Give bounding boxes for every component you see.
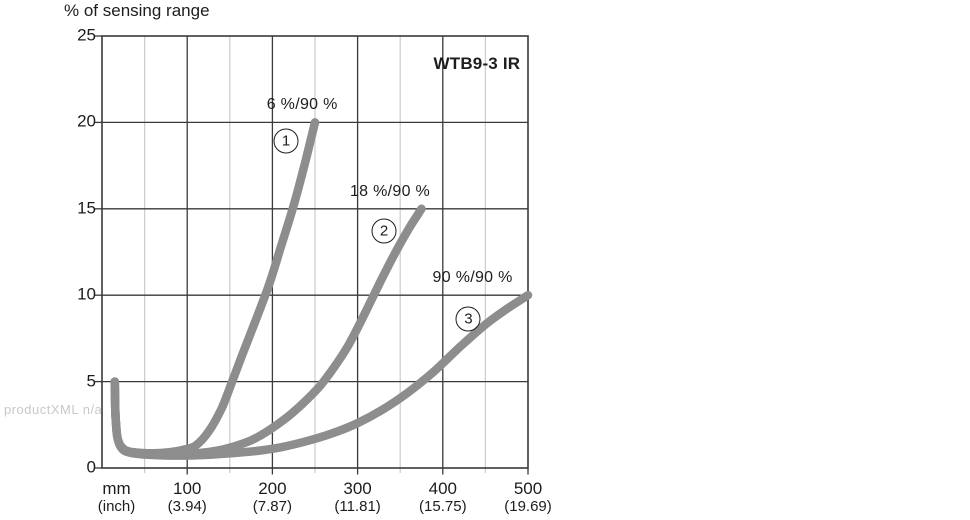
- curve-3: [110, 290, 533, 460]
- y-axis-title: % of sensing range: [64, 1, 210, 20]
- watermark-text: productXML n/a: [4, 402, 103, 417]
- plot-border: [101, 35, 529, 469]
